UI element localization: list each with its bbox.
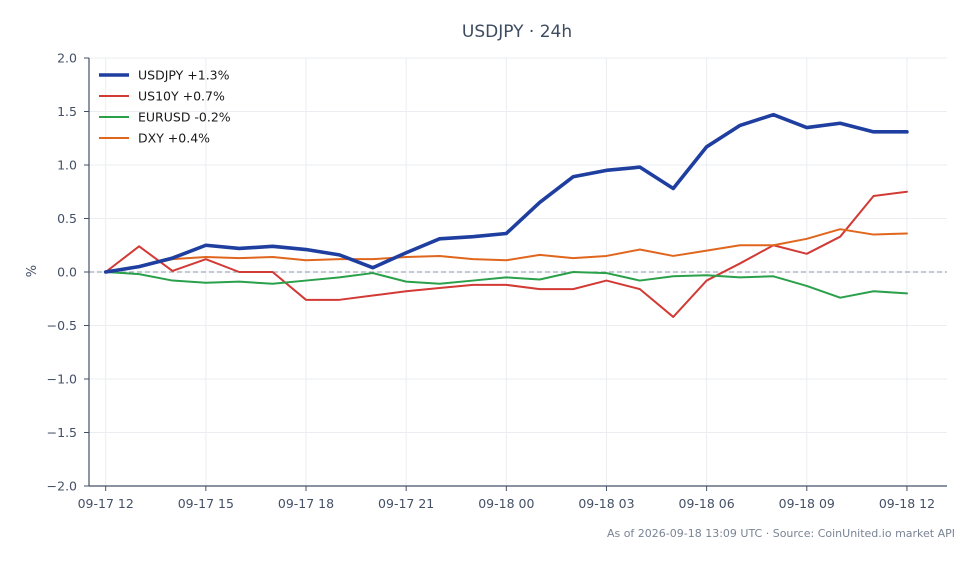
series-line-2 — [104, 271, 908, 299]
y-axis-label: % — [25, 265, 40, 277]
legend-entry: EURUSD -0.2% — [138, 110, 231, 125]
x-tick-label: 09-18 09 — [779, 496, 835, 511]
y-tick-label: 1.5 — [57, 104, 77, 119]
series-line-3 — [104, 228, 908, 273]
y-tick-label: 2.0 — [57, 51, 77, 66]
x-tick-label: 09-18 00 — [478, 496, 534, 511]
legend: USDJPY +1.3% US10Y +0.7% EURUSD -0.2% DXY +… — [99, 68, 231, 146]
x-tick-label: 09-17 18 — [278, 496, 334, 511]
y-tick-label: 0.5 — [57, 211, 77, 226]
y-tick-label: −1.0 — [47, 372, 77, 387]
x-tick-label: 09-18 06 — [679, 496, 735, 511]
y-tick-label: 1.0 — [57, 158, 77, 173]
y-tick-label: −1.5 — [47, 425, 77, 440]
tick-labels: 2.0 1.5 1.0 0.5 0.0 −0.5 −1.0 −1.5 −2.009-17 12 0… — [47, 51, 935, 512]
x-tick-label: 09-17 12 — [78, 496, 134, 511]
x-tick-label: 09-18 03 — [578, 496, 634, 511]
series-lines — [103, 112, 909, 318]
y-tick-label: −2.0 — [47, 479, 77, 494]
x-tick-label: 09-18 12 — [879, 496, 935, 511]
legend-entry: DXY +0.4% — [138, 131, 210, 146]
y-tick-label: 0.0 — [57, 265, 77, 280]
axes — [84, 57, 947, 491]
footer-source: As of 2026-09-18 13:09 UTC · Source: Coi… — [607, 527, 955, 540]
x-tick-label: 09-17 15 — [178, 496, 234, 511]
chart-title: USDJPY · 24h — [462, 22, 572, 42]
x-tick-label: 09-17 21 — [378, 496, 434, 511]
legend-entry: USDJPY +1.3% — [138, 68, 230, 83]
series-line-0 — [103, 112, 909, 274]
y-tick-label: −0.5 — [47, 318, 77, 333]
grid — [89, 57, 947, 487]
legend-entry: US10Y +0.7% — [138, 89, 225, 104]
